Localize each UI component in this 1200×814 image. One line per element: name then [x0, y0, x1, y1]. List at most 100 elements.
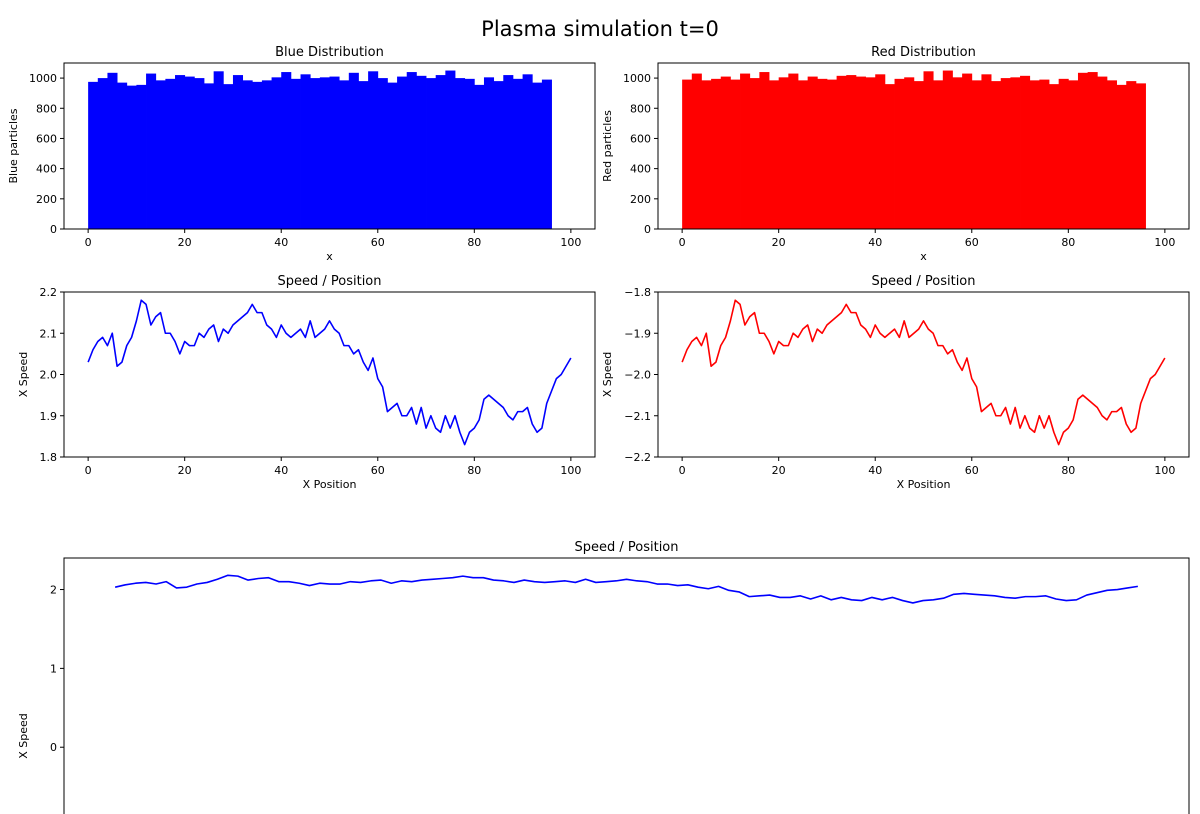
red-hist-plot-area	[682, 70, 1146, 229]
blue-speed-y-tick-label: 2.0	[40, 369, 58, 382]
red-hist-bar	[1010, 77, 1021, 229]
red-hist-x-tick-label: 0	[679, 236, 686, 249]
blue-hist-bar	[483, 77, 495, 229]
combined-speed-title: Speed / Position	[574, 540, 678, 555]
red-hist-bar	[942, 70, 953, 229]
red-hist-bar	[701, 80, 712, 229]
red-hist-x-tick-label: 40	[868, 236, 882, 249]
red-hist-bar	[933, 80, 944, 229]
blue-hist-xlabel: x	[326, 250, 333, 263]
red-hist-x-tick-label: 20	[772, 236, 786, 249]
red-hist-bar	[1068, 80, 1079, 229]
blue-hist-bar	[261, 80, 272, 229]
blue-speed-y-tick-label: 2.2	[40, 286, 58, 299]
red-hist-bar	[971, 80, 982, 229]
red-hist-xlabel: x	[920, 250, 927, 263]
red-hist-bar	[865, 77, 876, 229]
red-hist-bar	[913, 81, 924, 229]
red-hist-bar	[711, 78, 722, 229]
red-hist-y-tick-label: 200	[630, 193, 651, 206]
blue-speed-title: Speed / Position	[277, 274, 381, 289]
blue-hist-bar	[184, 76, 195, 229]
blue-hist-bar	[194, 78, 205, 229]
red-hist-bar	[884, 84, 895, 229]
blue-hist-bar	[175, 75, 186, 229]
red-hist-bar	[923, 71, 934, 229]
blue-hist-bar	[522, 74, 533, 229]
red-hist-bar	[759, 72, 770, 229]
combined-speed-series-line	[114, 574, 1138, 604]
red-speed-y-tick-label: −1.8	[624, 286, 651, 299]
blue-speed-x-tick-label: 40	[274, 464, 288, 477]
red-speed-x-tick-label: 80	[1061, 464, 1075, 477]
blue-speed-y-tick-label: 1.8	[40, 451, 58, 464]
combined-speed-plot-area	[114, 574, 1138, 604]
red-hist-bar	[769, 80, 780, 229]
red-hist-bar	[749, 78, 760, 229]
red-hist-bar	[1000, 78, 1011, 229]
red-speed-y-tick-label: −1.9	[624, 327, 651, 340]
red-hist-bar	[846, 75, 857, 229]
blue-hist-bar	[464, 78, 475, 229]
blue-hist-bar	[97, 78, 108, 229]
red-hist-bar	[836, 75, 847, 229]
blue-speed-ylabel: X Speed	[17, 352, 30, 398]
red-hist-bar	[807, 76, 818, 229]
blue-hist-bar	[416, 75, 427, 229]
blue-speed-x-tick-label: 0	[85, 464, 92, 477]
blue-hist-bar	[319, 77, 330, 229]
blue-speed-plot-area	[87, 299, 572, 446]
blue-hist-y-tick-label: 0	[50, 223, 57, 236]
blue-hist-bar	[232, 75, 244, 229]
red-hist-y-tick-label: 600	[630, 132, 651, 145]
combined-speed-y-tick-label: 0	[50, 741, 57, 754]
red-hist-y-tick-label: 1000	[623, 72, 651, 85]
red-speed-axes: 0 20 40 60 80 100 −2.2 −2.1 −2.0 −1.9 −1.8 Speed / …	[601, 274, 1190, 491]
blue-hist-bar	[136, 84, 147, 229]
blue-hist-bar	[503, 75, 514, 229]
red-speed-frame	[657, 291, 1190, 458]
red-hist-bar	[1029, 80, 1040, 229]
blue-hist-bar	[348, 72, 359, 229]
blue-hist-bar	[290, 78, 301, 229]
red-hist-bar	[981, 74, 992, 229]
blue-hist-bar	[271, 77, 282, 229]
blue-hist-y-tick-label: 1000	[29, 72, 57, 85]
blue-hist-bar	[541, 79, 552, 229]
red-hist-bar	[1135, 83, 1146, 229]
red-speed-y-tick-label: −2.0	[624, 369, 651, 382]
blue-speed-y-tick-label: 1.9	[40, 410, 58, 423]
blue-hist-plot-area	[88, 70, 552, 229]
red-hist-x-tick-label: 80	[1061, 236, 1075, 249]
blue-hist-y-tick-label: 400	[36, 163, 57, 176]
figure-title: Plasma simulation t=0	[481, 17, 719, 41]
blue-speed-x-tick-label: 60	[371, 464, 385, 477]
red-hist-bar	[826, 79, 838, 229]
blue-hist-y-tick-label: 200	[36, 193, 57, 206]
blue-hist-bar	[532, 82, 543, 229]
red-hist-bar	[691, 73, 702, 229]
blue-hist-bar	[512, 78, 523, 229]
blue-speed-x-tick-label: 20	[178, 464, 192, 477]
red-hist-bar	[1039, 79, 1050, 229]
red-speed-series-line	[681, 299, 1166, 446]
red-speed-ylabel: X Speed	[601, 352, 614, 398]
red-hist-bar	[797, 80, 809, 229]
red-speed-plot-area	[681, 299, 1166, 446]
blue-hist-bar	[213, 71, 224, 229]
combined-speed-y-tick-label: 1	[50, 662, 57, 675]
red-hist-bar	[1106, 80, 1117, 229]
blue-hist-x-tick-label: 40	[274, 236, 288, 249]
blue-hist-bar	[445, 70, 456, 229]
red-hist-bar	[1077, 72, 1089, 229]
blue-hist-x-tick-label: 20	[178, 236, 192, 249]
blue-hist-bar	[155, 80, 166, 229]
blue-speed-series-line	[87, 299, 572, 446]
blue-hist-x-tick-label: 100	[560, 236, 581, 249]
red-speed-x-tick-label: 20	[772, 464, 786, 477]
red-hist-bar	[788, 73, 799, 229]
red-hist-bar	[1020, 75, 1031, 229]
blue-hist-bar	[165, 78, 176, 229]
blue-hist-bar	[88, 81, 99, 229]
